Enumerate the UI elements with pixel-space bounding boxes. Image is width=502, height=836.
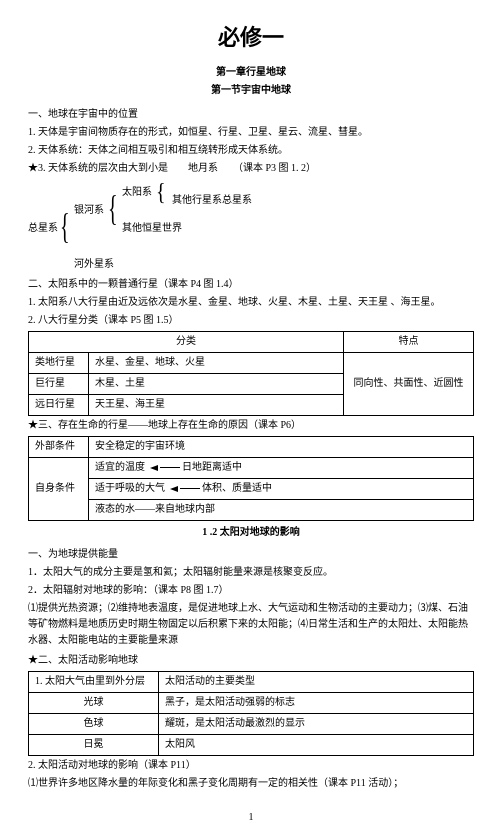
t1-r2c2: 木星、土星 [89, 374, 344, 395]
hier-l2b: 河外星系 [74, 257, 114, 273]
bracket-icon: { [156, 181, 166, 205]
bracket-icon: { [60, 209, 70, 245]
t3-r2c2: 黑子，是太阳活动强弱的标志 [159, 693, 474, 714]
arrow-line-icon [180, 488, 200, 489]
hier-l4b: 其他行星系总星系 [172, 193, 252, 209]
main-title: 必修一 [28, 20, 474, 55]
t1-feat: 同向性、共面性、近圆性 [344, 353, 474, 416]
t1-r3c2: 天王星、海王星 [89, 395, 344, 416]
t2-r2c2a: 适宜的温度 [95, 462, 145, 473]
t3-r1c2: 太阳活动的主要类型 [159, 672, 474, 693]
hier-l3a: 太阳系 [122, 185, 152, 201]
heading-1: 一、地球在宇宙中的位置 [28, 107, 474, 123]
t2-r4: 液态的水——来自地球内部 [89, 500, 474, 521]
para-7: 2．太阳辐射对地球的影响：（课本 P8 图 1.7） [28, 583, 474, 599]
t3-r1c1: 1. 太阳大气由里到外分层 [29, 672, 159, 693]
solar-activity-table: 1. 太阳大气由里到外分层 太阳活动的主要类型 光球 黑子，是太阳活动强弱的标志… [28, 671, 474, 756]
planets-table: 分类 特点 类地行星 水星、金星、地球、火星 同向性、共面性、近圆性 巨行星 木… [28, 331, 474, 416]
t3-r4c1: 日冕 [29, 735, 159, 756]
bracket-icon: { [108, 191, 118, 227]
t2-r3b: 体积、质量适中 [202, 483, 272, 494]
heading-4: 一、为地球提供能量 [28, 547, 474, 563]
para-2: 2. 天体系统：天体之间相互吸引和相互绕转形成天体系统。 [28, 143, 474, 159]
t2-r1c2: 安全稳定的宇宙环境 [89, 437, 474, 458]
para-3-text: ★3. 天体系统的层次由大到小是 [28, 163, 168, 174]
para-9: 2. 太阳活动对地球的影响（课本 P11） [28, 758, 474, 774]
t2-r2c1: 自身条件 [29, 458, 89, 521]
t2-r1c1: 外部条件 [29, 437, 89, 458]
t1-h-cat: 分类 [29, 332, 344, 353]
hier-l2a: 银河系 [74, 203, 104, 219]
section-title-2: 1 .2 太阳对地球的影响 [28, 525, 474, 541]
para-1: 1. 天体是宇宙间物质存在的形式，如恒星、行星、卫星、星云、流星、彗星。 [28, 125, 474, 141]
chapter-title: 第一章行星地球 [28, 65, 474, 81]
arrow-line-icon [160, 467, 180, 468]
t2-r2c2b: 日地距离适中 [182, 462, 242, 473]
t1-r2c1: 巨行星 [29, 374, 89, 395]
para-3-moon: 地月系 [188, 163, 218, 174]
arrow-left-icon [150, 465, 158, 471]
para-3: ★3. 天体系统的层次由大到小是 地月系 （课本 P3 图 1. 2） [28, 161, 474, 177]
heading-3: ★三、存在生命的行星——地球上存在生命的原因（课本 P6） [28, 418, 474, 434]
t1-h-feat: 特点 [344, 332, 474, 353]
para-4: 1. 太阳系八大行星由近及远依次是水星、金星、地球、火星、木星、土星、天王星 、… [28, 295, 474, 311]
para-6: 1．太阳大气的成分主要是氢和氦；太阳辐射能量来源是核聚变反应。 [28, 565, 474, 581]
t3-r3c2: 耀斑，是太阳活动最激烈的显示 [159, 714, 474, 735]
t1-r1c2: 水星、金星、地球、火星 [89, 353, 344, 374]
arrow-left-icon [170, 486, 178, 492]
hierarchy-diagram: 总星系 { 银河系 河外星系 { 太阳系 其他恒星世界 { 其他行星系总星系 [28, 181, 474, 273]
section-title-1: 第一节宇宙中地球 [28, 83, 474, 99]
hier-l1: 总星系 [28, 221, 58, 237]
t3-r2c1: 光球 [29, 693, 159, 714]
t3-r3c1: 色球 [29, 714, 159, 735]
heading-2: 二、太阳系中的一颗普通行星（课本 P4 图 1.4） [28, 277, 474, 293]
t1-r1c1: 类地行星 [29, 353, 89, 374]
para-5: 2. 八大行星分类（课本 P5 图 1.5） [28, 313, 474, 329]
t1-r3c1: 远日行星 [29, 395, 89, 416]
page-number: 1 [28, 810, 474, 826]
life-conditions-table: 外部条件 安全稳定的宇宙环境 自身条件 适宜的温度 日地距离适中 适于呼吸的大气… [28, 436, 474, 521]
t3-r4c2: 太阳风 [159, 735, 474, 756]
t2-r3: 适于呼吸的大气 [95, 483, 165, 494]
para-8: ⑴提供光热资源；⑵维持地表温度，是促进地球上水、大气运动和生物活动的主要动力；⑶… [28, 601, 474, 649]
para-3-ref: （课本 P3 图 1. 2） [233, 163, 316, 174]
hier-l3b: 其他恒星世界 [122, 221, 182, 237]
para-10: ⑴世界许多地区降水量的年际变化和黑子变化周期有一定的相关性（课本 P11 活动）… [28, 776, 474, 792]
heading-5: ★二、太阳活动影响地球 [28, 653, 474, 669]
